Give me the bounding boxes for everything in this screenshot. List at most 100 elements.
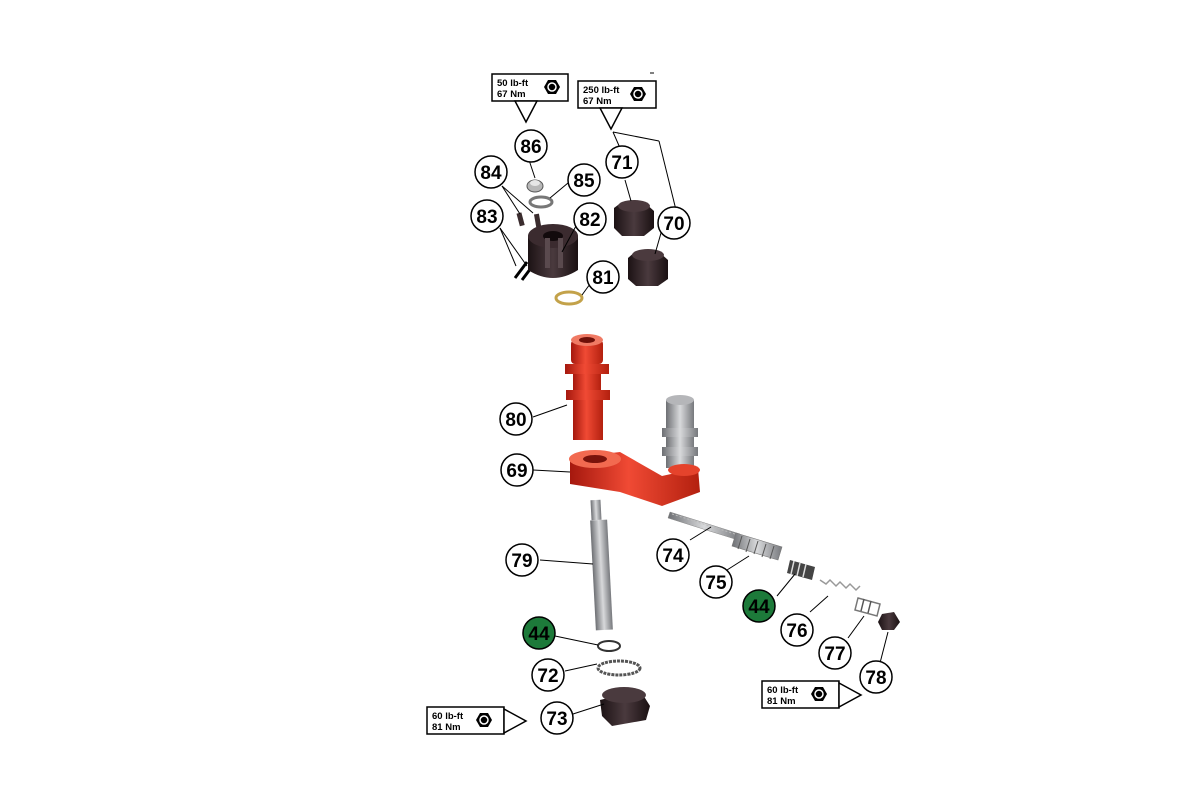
torque-metric: 67 Nm <box>497 89 526 100</box>
nut-part <box>526 179 544 193</box>
torque-metric: 81 Nm <box>767 696 796 707</box>
sleeve-part <box>662 395 698 468</box>
torque-wrench-icon <box>630 87 646 101</box>
leader-line <box>776 573 796 597</box>
part-number: 44 <box>528 624 550 645</box>
seal-ring-part <box>554 290 584 306</box>
part-number: 71 <box>611 153 633 174</box>
callout-80[interactable]: 80 <box>499 402 533 436</box>
part-number: 73 <box>546 709 567 730</box>
leader-line <box>499 227 517 267</box>
torque-value: 60 lb-ft <box>432 711 464 722</box>
leader-line <box>689 526 712 541</box>
torque-metric: 67 Nm <box>583 96 612 107</box>
pin-part <box>516 212 542 228</box>
leader-line <box>572 703 605 715</box>
callout-76[interactable]: 76 <box>780 613 814 647</box>
callout-69[interactable]: 69 <box>500 453 534 487</box>
end-nut-part <box>878 612 900 630</box>
torque-spec-label: 250 lb-ft 67 Nm <box>577 72 657 131</box>
part-number: 81 <box>592 268 614 289</box>
part-number: 84 <box>480 163 502 184</box>
part-number: 85 <box>573 171 595 192</box>
leader-line <box>539 559 594 565</box>
rod-part <box>590 499 613 631</box>
leader-line <box>549 182 569 199</box>
torque-wrench-icon <box>476 713 492 727</box>
leader-line <box>809 595 829 613</box>
callout-85[interactable]: 85 <box>567 163 601 197</box>
leader-line <box>658 140 677 211</box>
torque-spec-label: 50 lb-ft 67 Nm <box>491 73 569 124</box>
part-number: 74 <box>662 546 684 567</box>
torque-spec-label: 60 lb-ft 81 Nm <box>426 706 528 735</box>
part-number: 77 <box>824 644 845 665</box>
part-number: 72 <box>537 666 558 687</box>
thin-spring-part <box>819 578 861 592</box>
leader-line <box>612 131 621 149</box>
torque-spec-label: 60 lb-ft 81 Nm <box>761 680 863 709</box>
part-number: 86 <box>520 137 541 158</box>
part-number: 69 <box>506 461 527 482</box>
callout-77[interactable]: 77 <box>818 636 852 670</box>
plug-cap-part <box>600 687 650 726</box>
torque-value: 250 lb-ft <box>583 85 620 96</box>
part-number: 75 <box>705 573 727 594</box>
part-number: 78 <box>865 668 886 689</box>
cap-nut-part <box>628 249 668 286</box>
washer-part <box>528 195 554 209</box>
part-number: 83 <box>476 207 497 228</box>
callout-78[interactable]: 78 <box>859 660 893 694</box>
cap-nut-part <box>614 200 654 236</box>
red-stem-part <box>565 334 610 440</box>
torque-metric: 81 Nm <box>432 722 461 733</box>
callout-86[interactable]: 86 <box>514 129 548 163</box>
leader-line <box>561 225 577 253</box>
callout-44-green[interactable]: 44 <box>522 616 556 650</box>
o-ring-part <box>597 640 621 652</box>
callout-71[interactable]: 71 <box>605 145 639 179</box>
part-number: 82 <box>579 210 600 231</box>
spring-part <box>787 560 815 580</box>
callout-70[interactable]: 70 <box>657 206 691 240</box>
leader-line <box>499 227 528 267</box>
leader-line <box>501 185 534 214</box>
callout-72[interactable]: 72 <box>531 658 565 692</box>
callout-83[interactable]: 83 <box>470 199 504 233</box>
part-number: 80 <box>505 410 526 431</box>
leader-line <box>612 131 660 142</box>
callout-74[interactable]: 74 <box>656 538 690 572</box>
part-number: 79 <box>511 551 532 572</box>
callout-79[interactable]: 79 <box>505 543 539 577</box>
leader-line <box>581 283 591 296</box>
part-number: 44 <box>748 597 770 618</box>
part-number: 70 <box>663 214 684 235</box>
leader-line <box>564 663 598 672</box>
leader-line <box>879 631 889 664</box>
spring-assembly-part <box>731 532 783 561</box>
callout-73[interactable]: 73 <box>540 701 574 735</box>
leader-line <box>532 404 568 418</box>
valve-body-part <box>528 224 578 278</box>
callout-82[interactable]: 82 <box>573 202 607 236</box>
leader-line <box>624 179 632 202</box>
shaft-part <box>667 511 741 541</box>
callout-84[interactable]: 84 <box>474 155 508 189</box>
torque-wrench-icon <box>544 80 560 94</box>
callout-75[interactable]: 75 <box>699 565 733 599</box>
leader-line <box>528 159 536 179</box>
red-arm-part <box>569 450 700 506</box>
callout-81[interactable]: 81 <box>586 260 620 294</box>
leader-line <box>532 469 571 473</box>
part-number: 76 <box>786 621 807 642</box>
leader-line <box>501 185 521 215</box>
torque-value: 60 lb-ft <box>767 685 799 696</box>
leader-line <box>554 635 599 646</box>
torque-value: 50 lb-ft <box>497 78 529 89</box>
torque-wrench-icon <box>811 687 827 701</box>
small-spring-part <box>854 597 881 617</box>
leader-line <box>726 555 750 571</box>
leader-line <box>847 615 865 639</box>
callout-44-green[interactable]: 44 <box>742 589 776 623</box>
